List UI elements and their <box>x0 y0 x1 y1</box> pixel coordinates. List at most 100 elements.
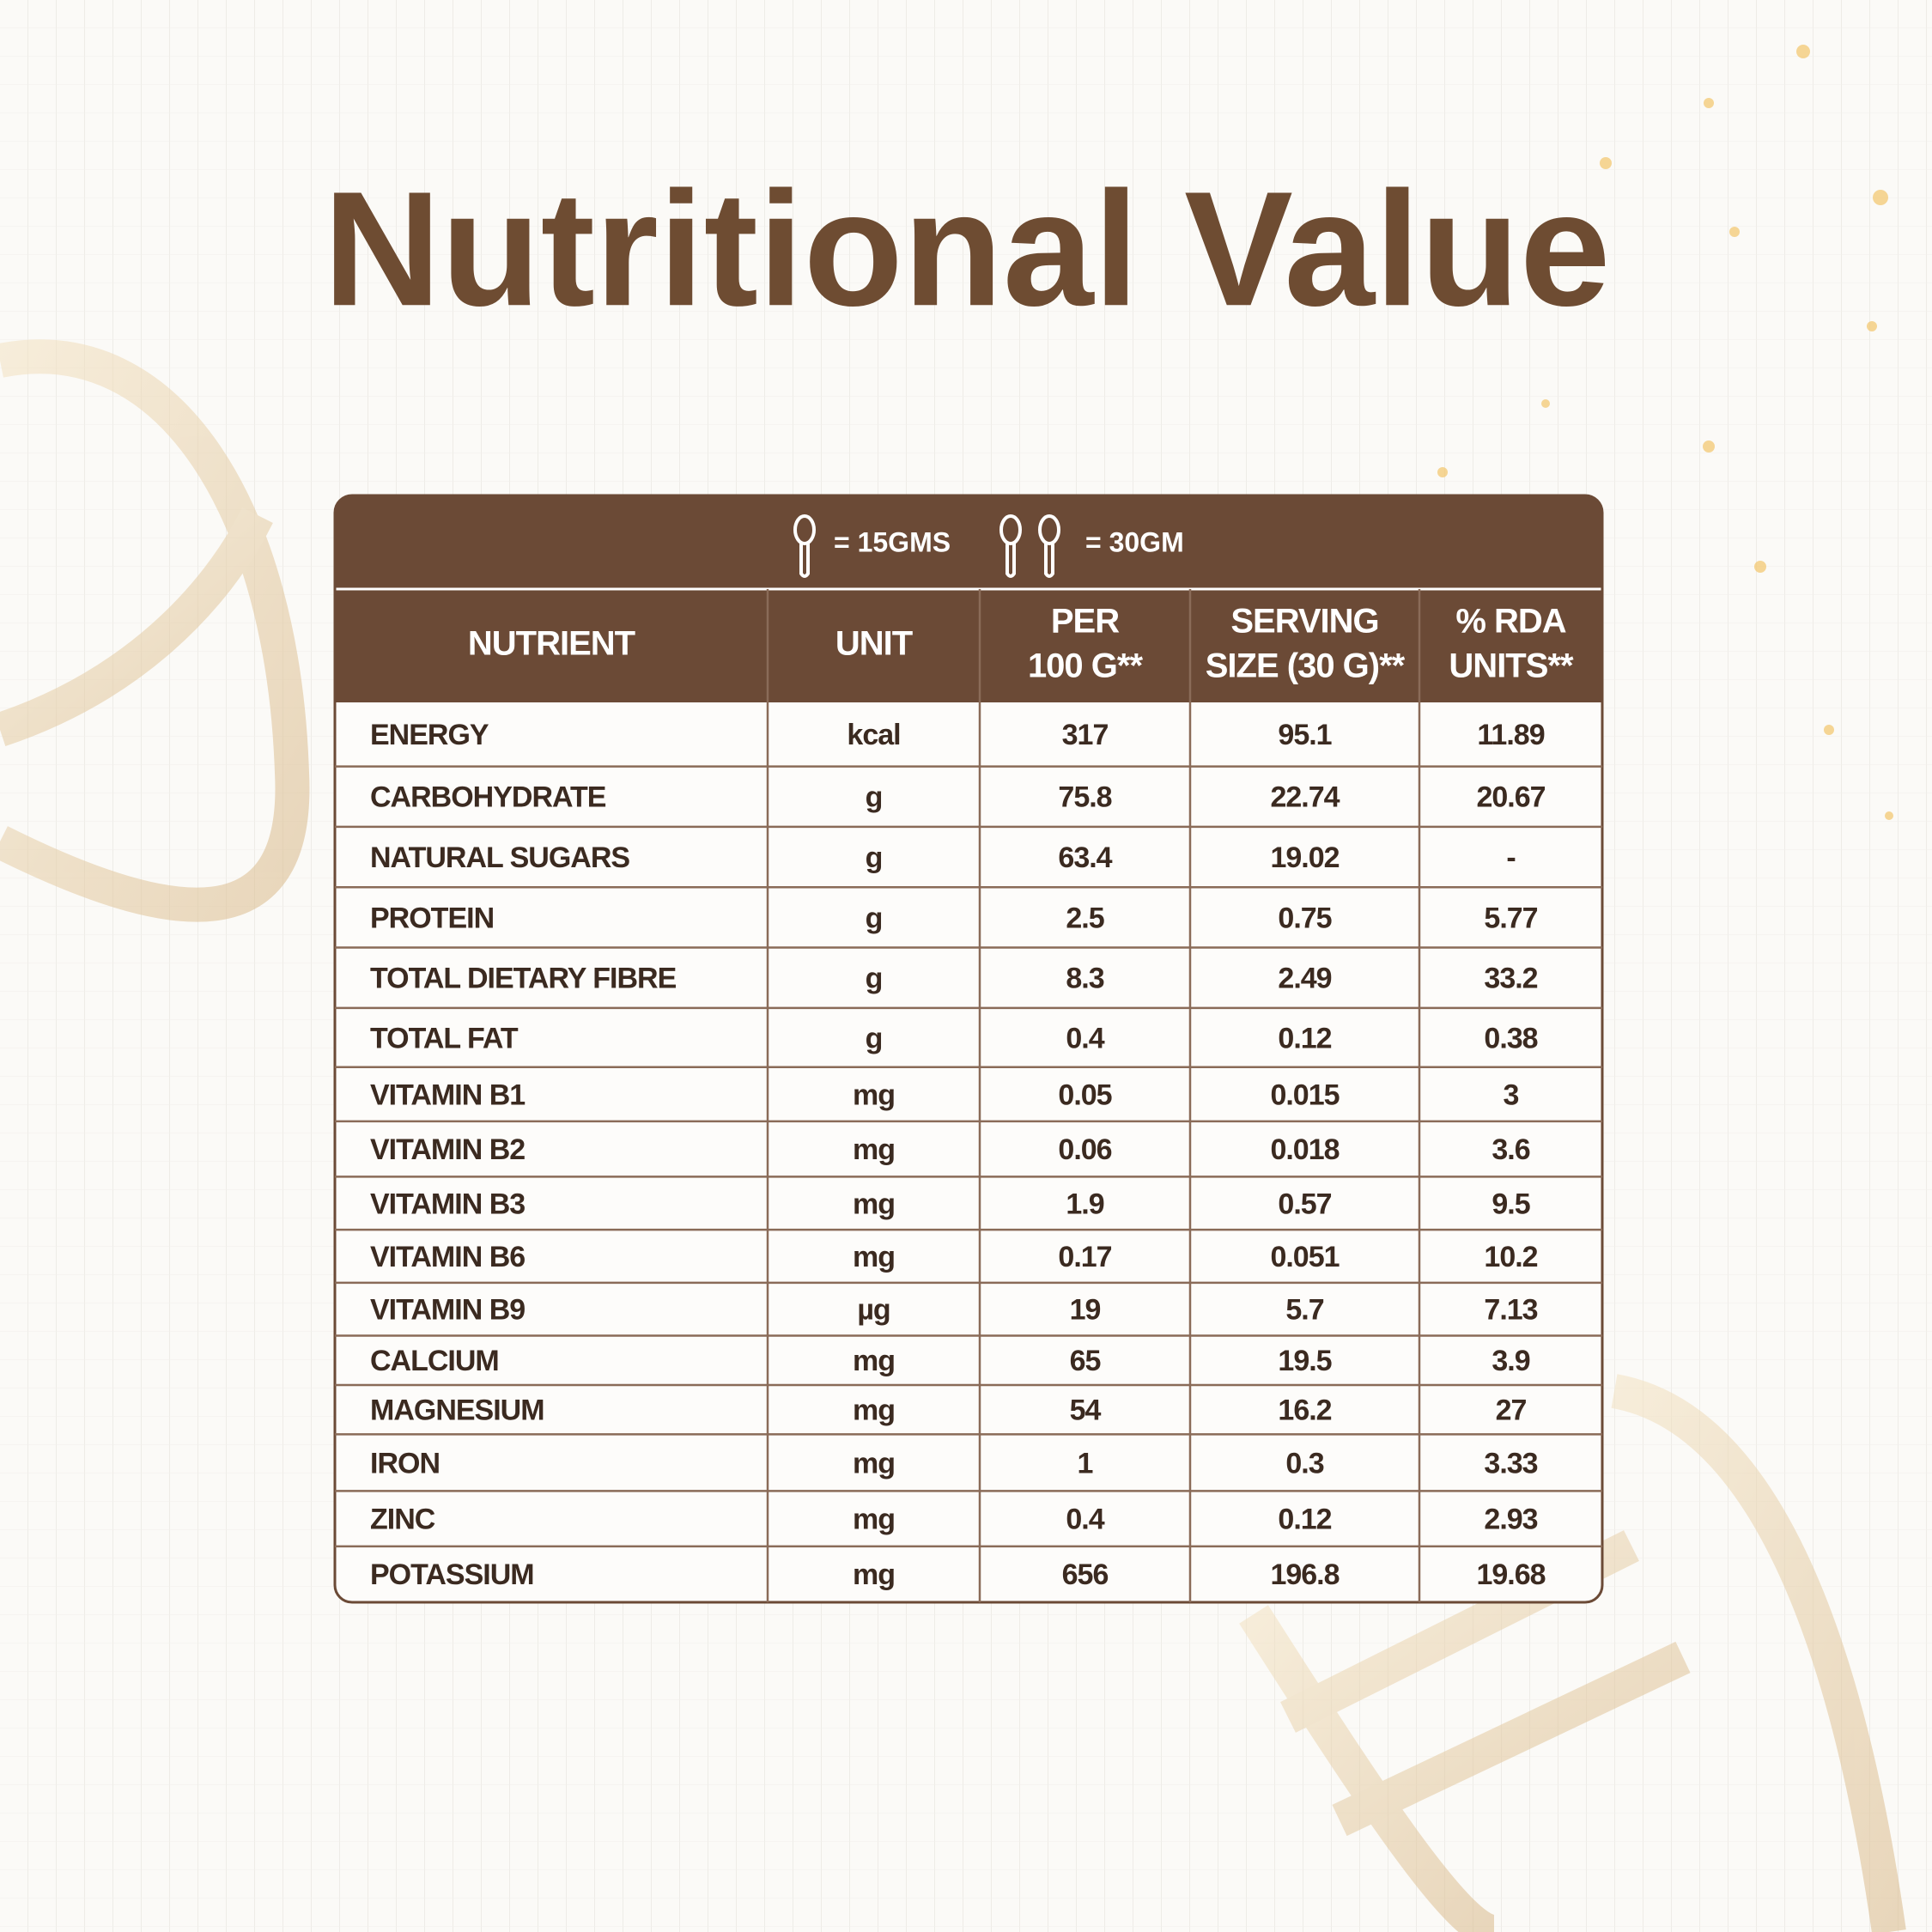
table-cell: 75.8 <box>1058 781 1111 814</box>
table-cell: 3.33 <box>1484 1447 1537 1479</box>
table-cell: 27 <box>1496 1394 1527 1427</box>
table-cell: mg <box>853 1078 895 1111</box>
table-cell: 5.77 <box>1484 902 1537 934</box>
column-header: UNIT <box>835 625 913 663</box>
table-border <box>333 494 1604 1604</box>
table-cell: mg <box>853 1133 895 1166</box>
table-cell: 0.015 <box>1270 1078 1339 1111</box>
table-cell: mg <box>853 1345 895 1377</box>
table-cell: VITAMIN B9 <box>370 1294 525 1327</box>
column-header: SIZE (30 G)** <box>1206 647 1406 685</box>
table-cell: 54 <box>1070 1394 1102 1427</box>
table-cell: PROTEIN <box>370 902 494 934</box>
table-cell: g <box>866 902 883 934</box>
table-cell: g <box>866 963 883 995</box>
table-cell: kcal <box>847 719 900 751</box>
table-cell: 2.49 <box>1278 963 1331 995</box>
table-cell: ENERGY <box>370 719 489 751</box>
table-cell: 656 <box>1062 1558 1109 1591</box>
table-cell: mg <box>853 1558 895 1591</box>
table-cell: - <box>1506 841 1515 874</box>
table-cell: 0.75 <box>1278 902 1331 934</box>
table-cell: g <box>866 1022 883 1054</box>
sparkles <box>1437 45 1893 820</box>
table-cell: 65 <box>1070 1345 1101 1377</box>
table-cell: 10.2 <box>1484 1241 1537 1273</box>
table-cell: 3.6 <box>1492 1133 1529 1166</box>
table-cell: 0.3 <box>1285 1447 1323 1479</box>
spoon-icon <box>793 514 816 578</box>
table-cell: 1 <box>1078 1447 1093 1479</box>
table-cell: MAGNESIUM <box>370 1394 544 1427</box>
table-cell: 22.74 <box>1270 781 1340 814</box>
spoon-icon <box>1038 514 1060 578</box>
dna-decoration <box>0 339 1906 1932</box>
table-cell: 0.17 <box>1058 1241 1111 1273</box>
table-cell: 2.93 <box>1484 1504 1537 1536</box>
table-cell: 11.89 <box>1477 719 1544 751</box>
table-cell: NATURAL SUGARS <box>370 841 629 874</box>
table-cell: 0.57 <box>1278 1188 1331 1220</box>
table-cell: VITAMIN B3 <box>370 1188 525 1220</box>
table-cell: 33.2 <box>1484 963 1537 995</box>
table-cell: 95.1 <box>1278 719 1331 751</box>
column-header: PER <box>1051 603 1120 641</box>
legend-label: = 15GMS <box>834 526 951 557</box>
table-cell: 0.12 <box>1278 1504 1331 1536</box>
column-header: SERVING <box>1230 603 1378 641</box>
legend-label: = 30GM <box>1085 526 1184 557</box>
table-cell: 19.02 <box>1270 841 1339 874</box>
table-cell: 3.9 <box>1492 1345 1529 1377</box>
column-header: % RDA <box>1455 603 1565 641</box>
table-cell: mg <box>853 1394 895 1427</box>
table-cell: µg <box>857 1294 890 1327</box>
table-cell: 9.5 <box>1492 1188 1529 1220</box>
table-cell: VITAMIN B1 <box>370 1078 525 1111</box>
table-cell: 0.06 <box>1058 1133 1111 1166</box>
table-cell: 2.5 <box>1066 902 1103 934</box>
table-cell: mg <box>853 1241 895 1273</box>
table-cell: 3 <box>1504 1078 1519 1111</box>
table-cell: 0.4 <box>1066 1504 1104 1536</box>
table-cell: 317 <box>1062 719 1109 751</box>
table-cell: CARBOHYDRATE <box>370 781 606 814</box>
table-cell: 196.8 <box>1270 1558 1339 1591</box>
table-cell: 19 <box>1070 1294 1101 1327</box>
table-cell: 63.4 <box>1058 841 1112 874</box>
nutrition-table: = 15GMS = 30GM NUTRIENT UNIT PER 100 G** SER… <box>333 494 1604 1604</box>
table-cell: 0.12 <box>1278 1022 1331 1054</box>
table-cell: VITAMIN B6 <box>370 1241 525 1273</box>
table-cell: 20.67 <box>1476 781 1545 814</box>
column-header: NUTRIENT <box>468 625 635 663</box>
table-cell: 7.13 <box>1484 1294 1537 1327</box>
title: Nutritional Value <box>323 158 1610 340</box>
table-cell: 0.018 <box>1270 1133 1339 1166</box>
table-header-bg <box>335 495 1602 702</box>
table-cell: 0.05 <box>1058 1078 1111 1111</box>
table-cell: VITAMIN B2 <box>370 1133 525 1166</box>
table-cell: 1.9 <box>1066 1188 1103 1220</box>
spoon-icons <box>793 514 1060 578</box>
table-cell: 0.051 <box>1270 1241 1339 1273</box>
table-cell: TOTAL FAT <box>370 1022 519 1054</box>
table-cell: mg <box>853 1447 895 1479</box>
table-cell: mg <box>853 1504 895 1536</box>
table-cell: mg <box>853 1188 895 1220</box>
column-header: 100 G** <box>1028 647 1144 685</box>
table-cell: g <box>866 781 883 814</box>
table-cell: POTASSIUM <box>370 1558 534 1591</box>
table-cell: 19.68 <box>1476 1558 1545 1591</box>
spoon-icon <box>999 514 1022 578</box>
table-cell: IRON <box>370 1447 440 1479</box>
table-cell: TOTAL DIETARY FIBRE <box>370 963 677 995</box>
table-cell: CALCIUM <box>370 1345 499 1377</box>
table-cell: 5.7 <box>1285 1294 1323 1327</box>
table-cell: 8.3 <box>1066 963 1103 995</box>
table-cell: 19.5 <box>1278 1345 1331 1377</box>
column-header: UNITS** <box>1449 647 1574 685</box>
table-body <box>335 495 1602 1602</box>
table-cell: g <box>866 841 883 874</box>
table-cell: 16.2 <box>1278 1394 1331 1427</box>
